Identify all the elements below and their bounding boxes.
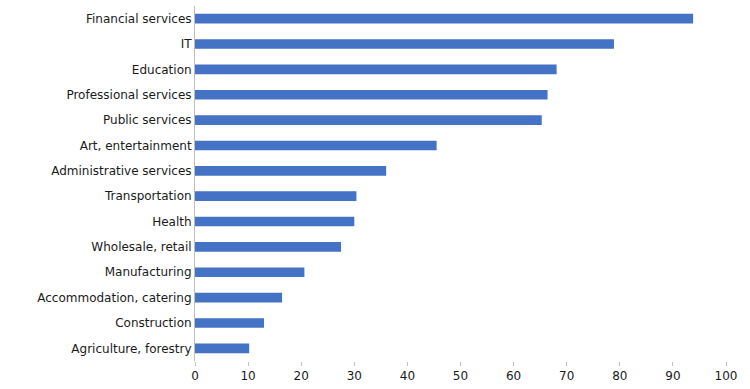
svg-text:Administrative services: Administrative services bbox=[51, 164, 191, 178]
svg-text:Transportation: Transportation bbox=[104, 189, 192, 203]
svg-text:Agriculture, forestry: Agriculture, forestry bbox=[71, 342, 191, 356]
svg-text:30: 30 bbox=[347, 369, 362, 383]
svg-text:Professional services: Professional services bbox=[66, 88, 191, 102]
svg-text:Accommodation, catering: Accommodation, catering bbox=[37, 291, 191, 305]
svg-text:40: 40 bbox=[400, 369, 415, 383]
svg-text:60: 60 bbox=[506, 369, 521, 383]
svg-text:Manufacturing: Manufacturing bbox=[105, 265, 192, 279]
svg-text:10: 10 bbox=[240, 369, 255, 383]
svg-text:Education: Education bbox=[132, 63, 192, 77]
svg-text:Public services: Public services bbox=[103, 113, 192, 127]
svg-text:90: 90 bbox=[665, 369, 680, 383]
svg-text:Health: Health bbox=[152, 215, 191, 229]
svg-text:IT: IT bbox=[181, 37, 193, 51]
svg-text:80: 80 bbox=[612, 369, 627, 383]
svg-text:70: 70 bbox=[559, 369, 574, 383]
svg-text:Wholesale, retail: Wholesale, retail bbox=[91, 240, 191, 254]
svg-text:50: 50 bbox=[453, 369, 468, 383]
svg-text:Construction: Construction bbox=[115, 316, 191, 330]
svg-text:0: 0 bbox=[191, 369, 199, 383]
svg-text:Financial services: Financial services bbox=[86, 12, 192, 26]
svg-text:Art, entertainment: Art, entertainment bbox=[80, 139, 192, 153]
svg-text:100: 100 bbox=[715, 369, 738, 383]
svg-text:20: 20 bbox=[294, 369, 309, 383]
